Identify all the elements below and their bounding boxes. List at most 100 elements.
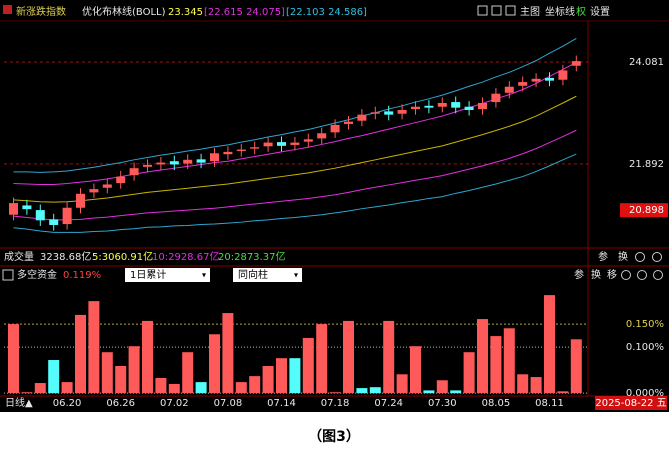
- legend-label: [22.615 24.075]: [204, 7, 285, 18]
- bar: [209, 334, 220, 394]
- candle-body: [169, 161, 179, 165]
- x-tick-label: 07.24: [374, 398, 403, 409]
- candle-body: [370, 112, 380, 114]
- bar: [383, 320, 395, 394]
- bar: [195, 382, 207, 394]
- tool[interactable]: 参: [574, 268, 584, 281]
- dropdown-arrow: ▾: [202, 271, 206, 280]
- background: [0, 0, 669, 412]
- x-tick-label: 07.02: [160, 398, 189, 409]
- volume-value: 20:2873.37亿: [218, 250, 285, 263]
- bar: [343, 320, 354, 394]
- x-tick-label: 06.26: [106, 398, 135, 409]
- bar: [329, 392, 341, 394]
- icon[interactable]: [637, 270, 647, 280]
- x-tick-label: 07.30: [428, 398, 457, 409]
- candle-body: [129, 168, 139, 176]
- bar: [142, 320, 153, 394]
- band-line: [13, 95, 577, 203]
- volume-value: 10:2928.67亿: [152, 250, 219, 263]
- band-line: [13, 153, 577, 233]
- candle-body: [277, 142, 286, 146]
- icon[interactable]: [477, 5, 488, 16]
- candle-body: [290, 142, 300, 145]
- toolbar-item[interactable]: 设置: [590, 6, 610, 18]
- bar: [423, 390, 435, 394]
- candle-body: [236, 149, 246, 151]
- icon[interactable]: [652, 252, 662, 262]
- candle-body: [76, 193, 85, 208]
- tool[interactable]: 换: [591, 268, 601, 281]
- icon[interactable]: [653, 270, 663, 280]
- toolbar-item[interactable]: 权: [576, 5, 586, 18]
- icon[interactable]: [505, 5, 516, 16]
- bar: [21, 392, 33, 394]
- candle-body: [9, 203, 18, 215]
- bar: [450, 390, 462, 394]
- bar: [235, 382, 247, 394]
- candle-body: [317, 133, 327, 139]
- legend-label: [22.103 24.586]: [286, 7, 367, 18]
- icon[interactable]: [621, 270, 631, 280]
- candle-body: [89, 189, 99, 193]
- candle-body: [183, 159, 193, 164]
- bar: [369, 387, 381, 394]
- candle-body: [357, 114, 367, 121]
- bar: [356, 388, 368, 394]
- candle-body: [384, 111, 394, 115]
- candle-body: [250, 147, 260, 149]
- bar: [463, 352, 475, 394]
- x-axis-label: 日线▲: [5, 396, 33, 409]
- x-tick-label: 07.14: [267, 398, 296, 409]
- dropdown-text[interactable]: 1日累计: [130, 268, 166, 281]
- bar: [262, 366, 274, 394]
- candle-body: [303, 139, 313, 142]
- bar: [316, 324, 328, 394]
- bar: [88, 301, 100, 394]
- bar: [168, 383, 180, 394]
- bar: [115, 366, 127, 394]
- candle-body: [491, 93, 501, 103]
- tool[interactable]: 换: [618, 250, 628, 263]
- band-line: [13, 129, 577, 221]
- bar: [34, 383, 46, 394]
- dropdown[interactable]: [125, 268, 210, 282]
- volume-label: 成交量: [4, 250, 34, 263]
- icon[interactable]: [491, 5, 502, 16]
- bar: [48, 360, 60, 394]
- toolbar-item[interactable]: 坐标线: [545, 5, 575, 18]
- bar: [396, 374, 408, 394]
- last-price: 20.898: [629, 205, 664, 216]
- bar: [289, 358, 301, 394]
- candle-body: [102, 184, 112, 188]
- candle-body: [330, 124, 340, 133]
- bar: [410, 346, 421, 394]
- bar: [128, 346, 140, 394]
- bar: [222, 313, 234, 394]
- toolbar-item[interactable]: 主图: [520, 6, 540, 18]
- y-tick-label: 0.000%: [626, 388, 664, 399]
- bar: [436, 380, 448, 394]
- volume-value: 5:3060.91亿: [92, 250, 153, 263]
- price-box: [620, 203, 668, 218]
- bar: [570, 339, 582, 394]
- band-line: [13, 38, 577, 173]
- icon: [3, 5, 12, 14]
- candle-body: [196, 159, 206, 163]
- candle-body: [35, 210, 45, 221]
- value-label: 0.119%: [63, 270, 101, 281]
- candle-body: [545, 77, 554, 81]
- bar: [503, 328, 515, 394]
- dropdown-text[interactable]: 同向柱: [238, 268, 268, 281]
- tool[interactable]: 参: [598, 250, 608, 263]
- dropdown[interactable]: [233, 268, 302, 282]
- indicator-name: 优化布林线(BOLL): [82, 5, 166, 18]
- candle-body: [478, 103, 487, 110]
- bar: [557, 391, 569, 394]
- candle-body: [518, 82, 528, 86]
- tool[interactable]: 移: [607, 268, 617, 281]
- candle-body: [437, 103, 447, 107]
- candle-body: [49, 219, 59, 225]
- bar: [155, 377, 167, 394]
- icon[interactable]: [635, 252, 645, 262]
